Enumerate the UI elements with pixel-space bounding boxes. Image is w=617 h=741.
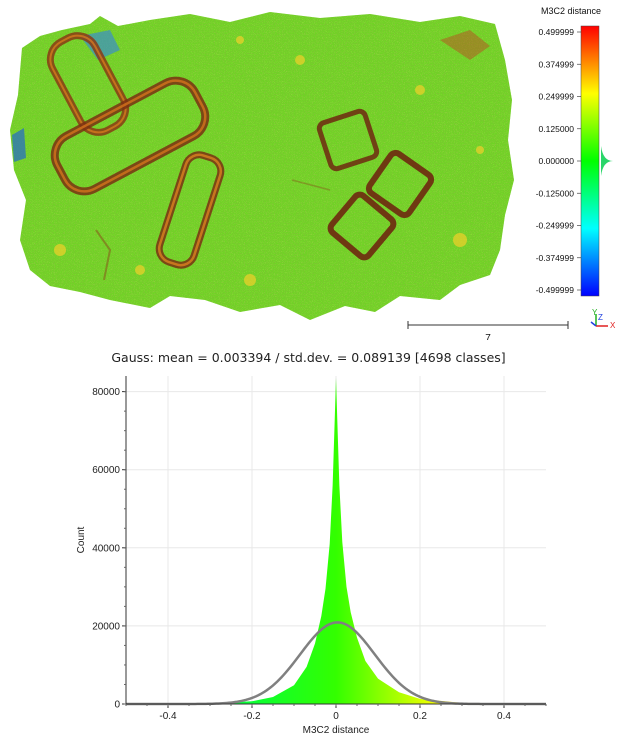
feature-trench-2-rim <box>53 79 207 193</box>
x-tick-label: -0.2 <box>243 711 261 722</box>
cloud-grain-light <box>10 12 514 320</box>
scale-bar-length: 7 <box>407 321 569 344</box>
feature-seam <box>291 179 331 191</box>
histogram-panel: Gauss: mean = 0.003394 / std.dev. = 0.08… <box>0 340 617 736</box>
axis-z-line <box>590 321 597 327</box>
feature-crack <box>95 229 111 281</box>
axis-y-label: Y <box>592 308 598 317</box>
x-tick-label: 0 <box>333 711 339 722</box>
x-axis-label: M3C2 distance <box>303 725 370 736</box>
speckle <box>453 233 467 247</box>
color-scale: M3C2 distance 0.4999990.3749990.2499990.… <box>536 6 613 297</box>
y-tick-label: 60000 <box>92 465 120 476</box>
x-tick-label: 0.4 <box>497 711 511 722</box>
point-cloud-canvas: M3C2 distance 0.4999990.3749990.2499990.… <box>10 6 616 344</box>
feature-trench-3-rim <box>157 153 223 267</box>
feature-square-2 <box>365 149 435 219</box>
speckle <box>415 85 425 95</box>
speckle <box>54 244 66 256</box>
scale-tick-label: 0.000000 <box>539 156 575 166</box>
scale-tick-label: 0.499999 <box>539 27 575 37</box>
y-tick-label: 40000 <box>92 543 120 554</box>
edge-blue-patch-left <box>12 128 26 162</box>
axes-indicator: Y Z X <box>590 308 616 330</box>
y-tick-label: 80000 <box>92 387 120 398</box>
scalebar-label: 7 <box>485 333 491 340</box>
excavation-features <box>46 32 435 281</box>
axis-z-label: Z <box>598 313 603 322</box>
scale-tick-label: -0.249999 <box>536 221 575 231</box>
feature-square-1 <box>316 108 380 172</box>
histogram-chart: -0.4 -0.2 0 0.2 0.4 0 20000 40000 60000 80000 M3C… <box>76 376 547 736</box>
y-axis-label: Count <box>76 526 87 553</box>
scale-tick-label: -0.499999 <box>536 285 575 295</box>
speckle <box>295 55 305 65</box>
axes: -0.4 -0.2 0 0.2 0.4 0 20000 40000 60000 80000 <box>92 376 547 722</box>
point-cloud <box>10 12 514 320</box>
speckle <box>244 274 256 286</box>
y-tick-label: 0 <box>114 700 120 711</box>
scale-tick-label: -0.125000 <box>536 188 575 198</box>
scale-bar <box>580 25 600 297</box>
histogram-area <box>126 377 546 704</box>
y-tick-label: 20000 <box>92 621 120 632</box>
scale-histogram <box>601 146 613 176</box>
scale-title: M3C2 distance <box>541 6 601 16</box>
scale-tick-label: 0.125000 <box>539 124 575 134</box>
scale-tick-label: -0.374999 <box>536 253 575 263</box>
speckle <box>236 36 244 44</box>
speckle <box>135 265 145 275</box>
point-cloud-view[interactable]: M3C2 distance 0.499999 0.374999 0.249999 0.… <box>0 0 617 344</box>
x-tick-label: 0.2 <box>413 711 427 722</box>
chart-title: Gauss: mean = 0.003394 / std.dev. = 0.08… <box>111 350 506 365</box>
x-tick-label: -0.4 <box>159 711 177 722</box>
feature-trench-1-rim <box>49 34 127 134</box>
scale-ticks: 0.499999 0.374999 0.249999 0.125000 0.000000… <box>536 27 581 295</box>
feature-square-3 <box>327 191 397 261</box>
scale-tick-label: 0.249999 <box>539 92 575 102</box>
axis-x-label: X <box>610 321 616 330</box>
edge-red-patch <box>440 30 490 60</box>
cloud-yellow-speckles <box>54 36 484 286</box>
scale-tick-label: 0.374999 <box>539 59 575 69</box>
speckle <box>476 146 484 154</box>
